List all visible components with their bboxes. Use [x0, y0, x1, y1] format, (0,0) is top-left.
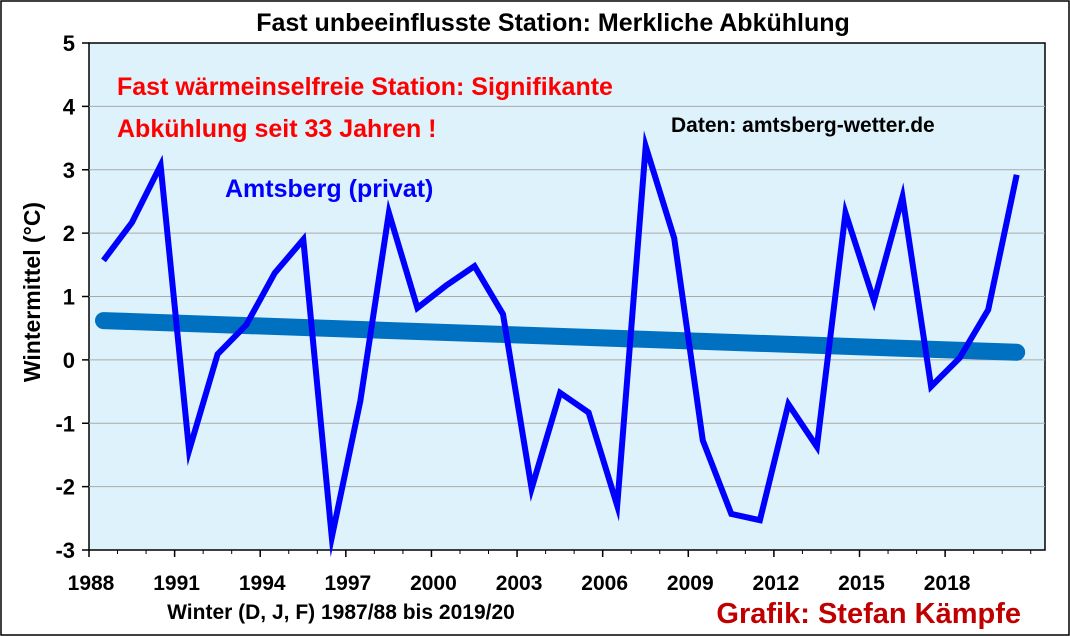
data-point: [357, 398, 363, 404]
y-tick-label: -2: [55, 475, 75, 500]
trend-line: [95, 312, 1026, 361]
data-point: [557, 390, 563, 396]
y-tick-label: 5: [63, 31, 75, 56]
x-axis-label: Winter (D, J, F) 1987/88 bis 2019/20: [167, 601, 515, 624]
data-point: [414, 305, 420, 311]
data-point: [842, 210, 848, 216]
x-tick-labels: 1988 1991 1994 1997 2000 2003 2006 2009 2012 2015…: [68, 572, 971, 595]
data-point: [272, 270, 278, 276]
data-point: [500, 311, 506, 317]
data-point: [529, 486, 535, 492]
data-point: [614, 503, 620, 509]
data-point: [443, 283, 449, 289]
y-tick-label: 4: [63, 94, 76, 119]
x-tick-label: 2012: [753, 572, 800, 595]
x-tick-label: 2003: [496, 572, 543, 595]
data-point: [1014, 172, 1020, 178]
data-point: [300, 236, 306, 242]
series-line-group: [101, 130, 1020, 558]
x-tick-label: 1988: [68, 572, 115, 595]
series-line-amtsberg: [101, 130, 1020, 558]
data-point: [186, 448, 192, 454]
data-point: [243, 322, 249, 328]
series-label-amtsberg: Amtsberg (privat): [225, 175, 433, 203]
annotation-headline-line2: Abkühlung seit 33 Jahren !: [117, 115, 437, 143]
y-axis-label: Wintermittel (°C): [19, 202, 45, 382]
x-tick-label: 1991: [153, 572, 200, 595]
data-point: [957, 355, 963, 361]
credit-note: Grafik: Stefan Kämpfe: [716, 598, 1021, 630]
y-tick-label: -3: [55, 538, 75, 563]
y-tick-label: 0: [63, 348, 75, 373]
data-point: [671, 235, 677, 241]
gridlines: [89, 105, 1045, 488]
chart-title: Fast unbeeinflusste Station: Merkliche A…: [256, 9, 850, 37]
x-tick-label: 2006: [581, 572, 628, 595]
x-tick-label: 2000: [410, 572, 457, 595]
data-point: [386, 210, 392, 216]
data-point: [700, 437, 706, 443]
data-point: [900, 194, 906, 200]
data-source-note: Daten: amtsberg-wetter.de: [671, 114, 935, 137]
y-tick-label: 2: [63, 221, 75, 246]
data-point: [728, 511, 734, 517]
data-point: [586, 409, 592, 415]
x-tick-label: 1997: [324, 572, 371, 595]
data-point: [643, 143, 649, 149]
y-tick-labels: -3 -2 -1 0 1 2 3 4 5: [55, 31, 75, 563]
x-tick-label: 1994: [239, 572, 286, 595]
annotation-headline-line1: Fast wärmeinselfreie Station: Signifikan…: [117, 73, 613, 101]
data-point: [471, 263, 477, 269]
data-point: [928, 383, 934, 389]
data-point: [129, 219, 135, 225]
data-point: [871, 298, 877, 304]
data-point: [215, 351, 221, 357]
y-tick-label: 1: [63, 285, 75, 310]
data-point: [158, 162, 164, 168]
data-point: [785, 401, 791, 407]
x-tick-label: 2009: [667, 572, 714, 595]
axis-ticks: [82, 42, 1032, 557]
data-point: [101, 257, 107, 263]
y-tick-label: -1: [55, 411, 75, 436]
data-point: [757, 517, 763, 523]
trend-line-group: [95, 312, 1026, 361]
data-point: [814, 444, 820, 450]
data-point: [985, 307, 991, 313]
y-tick-label: 3: [63, 158, 75, 183]
x-tick-label: 2018: [924, 572, 971, 595]
data-point: [329, 534, 335, 540]
x-tick-label: 2015: [838, 572, 885, 595]
